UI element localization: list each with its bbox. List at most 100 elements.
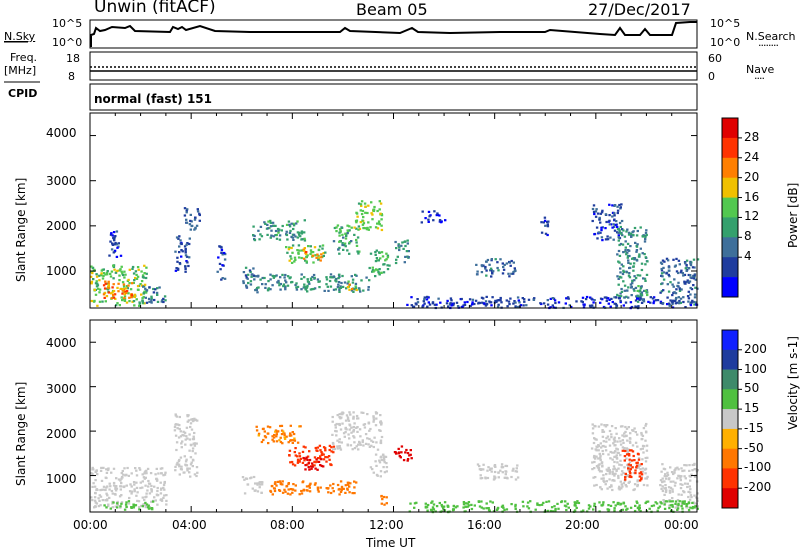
range-gate-cell <box>684 306 687 309</box>
range-gate-cell <box>634 469 637 472</box>
range-gate-cell <box>609 450 612 454</box>
range-gate-cell <box>156 486 159 490</box>
range-gate-cell <box>120 482 123 485</box>
range-gate-cell <box>623 447 626 450</box>
range-gate-cell <box>432 219 435 222</box>
range-gate-cell <box>501 471 504 474</box>
range-gate-cell <box>221 277 224 280</box>
range-gate-cell <box>367 221 370 224</box>
range-gate-cell <box>480 506 483 509</box>
range-gate-cell <box>343 242 347 245</box>
range-gate-cell <box>372 415 375 418</box>
range-gate-cell <box>485 260 488 263</box>
range-gate-cell <box>279 424 282 428</box>
range-gate-cell <box>607 504 610 507</box>
range-gate-cell <box>640 475 643 478</box>
range-gate-cell <box>427 218 430 221</box>
nave-label: Nave <box>746 63 775 76</box>
range-gate-cell <box>332 275 335 278</box>
range-gate-cell <box>115 485 118 488</box>
range-gate-cell <box>141 496 144 499</box>
range-gate-cell <box>125 290 129 293</box>
range-gate-cell <box>179 456 183 459</box>
range-gate-cell <box>485 295 488 298</box>
range-gate-cell <box>346 416 350 419</box>
range-gate-cell <box>303 276 306 279</box>
range-gate-cell <box>220 278 223 281</box>
range-gate-cell <box>631 429 634 432</box>
range-gate-cell <box>662 499 665 502</box>
range-gate-cell <box>543 216 547 219</box>
range-gate-cell <box>615 454 618 457</box>
range-gate-cell <box>267 220 270 223</box>
range-gate-cell <box>190 224 193 228</box>
range-gate-cell <box>327 289 330 292</box>
range-gate-cell <box>637 285 640 288</box>
range-gate-cell <box>644 501 647 505</box>
range-gate-cell <box>593 299 596 302</box>
velocity-ytick-1000: 1000 <box>46 472 77 486</box>
range-gate-cell <box>376 448 380 451</box>
range-gate-cell <box>178 427 181 431</box>
range-gate-cell <box>113 268 116 271</box>
range-gate-cell <box>367 286 370 289</box>
range-gate-cell <box>110 471 113 474</box>
range-gate-cell <box>305 260 308 263</box>
range-gate-cell <box>179 239 182 242</box>
range-gate-cell <box>439 221 443 224</box>
power-panel-frame <box>89 112 698 309</box>
range-gate-cell <box>514 478 518 481</box>
range-gate-cell <box>322 453 325 456</box>
range-gate-cell <box>122 288 126 291</box>
range-gate-cell <box>616 293 619 296</box>
range-gate-cell <box>683 469 686 472</box>
range-gate-cell <box>437 297 440 300</box>
range-gate-cell <box>119 485 122 488</box>
range-gate-cell <box>123 296 126 300</box>
range-gate-cell <box>618 485 621 488</box>
range-gate-cell <box>245 284 248 287</box>
range-gate-cell <box>103 504 106 507</box>
range-gate-cell <box>644 289 647 292</box>
range-gate-cell <box>374 275 377 278</box>
range-gate-cell <box>94 470 97 473</box>
range-gate-cell <box>113 236 116 239</box>
range-gate-cell <box>294 454 297 457</box>
range-gate-cell <box>679 483 682 486</box>
range-gate-cell <box>379 257 382 260</box>
power-ytick-1000: 1000 <box>46 264 77 278</box>
velocity-colorbar-label: Velocity [m s-1] <box>786 336 800 430</box>
range-gate-cell <box>292 222 295 225</box>
range-gate-cell <box>595 465 599 468</box>
range-gate-cell <box>644 467 648 470</box>
range-gate-cell <box>300 277 303 280</box>
range-gate-cell <box>377 259 380 262</box>
range-gate-cell <box>146 489 149 492</box>
range-gate-cell <box>290 246 293 250</box>
range-gate-cell <box>293 256 297 259</box>
range-gate-cell <box>341 233 344 236</box>
range-gate-cell <box>94 505 97 508</box>
range-gate-cell <box>315 256 318 259</box>
range-gate-cell <box>120 265 123 268</box>
range-gate-cell <box>686 279 689 282</box>
range-gate-cell <box>250 275 253 278</box>
range-gate-cell <box>303 237 306 240</box>
range-gate-cell <box>679 479 682 482</box>
range-gate-cell <box>293 464 297 467</box>
range-gate-cell <box>91 272 94 275</box>
range-gate-cell <box>178 235 181 238</box>
range-gate-cell <box>255 288 258 291</box>
range-gate-cell <box>185 209 188 212</box>
range-gate-cell <box>348 423 351 426</box>
range-gate-cell <box>663 503 666 506</box>
range-gate-cell <box>622 265 625 268</box>
range-gate-cell <box>378 461 382 464</box>
range-gate-cell <box>363 202 367 205</box>
range-gate-cell <box>577 501 581 505</box>
range-gate-cell <box>186 415 189 418</box>
range-gate-cell <box>497 299 500 302</box>
range-gate-cell <box>128 282 131 285</box>
range-gate-cell <box>640 477 643 480</box>
